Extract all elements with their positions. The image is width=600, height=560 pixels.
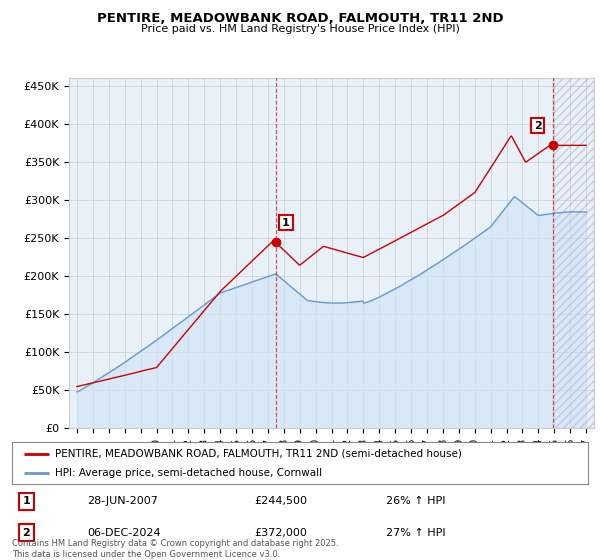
- Text: 06-DEC-2024: 06-DEC-2024: [87, 528, 161, 538]
- Text: 1: 1: [282, 218, 290, 227]
- Text: 1: 1: [23, 496, 30, 506]
- Text: 26% ↑ HPI: 26% ↑ HPI: [386, 496, 446, 506]
- Text: 2: 2: [534, 120, 542, 130]
- Text: 27% ↑ HPI: 27% ↑ HPI: [386, 528, 446, 538]
- Text: £244,500: £244,500: [254, 496, 307, 506]
- Text: HPI: Average price, semi-detached house, Cornwall: HPI: Average price, semi-detached house,…: [55, 468, 322, 478]
- Text: Contains HM Land Registry data © Crown copyright and database right 2025.
This d: Contains HM Land Registry data © Crown c…: [12, 539, 338, 559]
- Text: 28-JUN-2007: 28-JUN-2007: [87, 496, 158, 506]
- Text: PENTIRE, MEADOWBANK ROAD, FALMOUTH, TR11 2ND: PENTIRE, MEADOWBANK ROAD, FALMOUTH, TR11…: [97, 12, 503, 25]
- Text: Price paid vs. HM Land Registry's House Price Index (HPI): Price paid vs. HM Land Registry's House …: [140, 24, 460, 34]
- Text: 2: 2: [23, 528, 30, 538]
- Text: £372,000: £372,000: [254, 528, 307, 538]
- Text: PENTIRE, MEADOWBANK ROAD, FALMOUTH, TR11 2ND (semi-detached house): PENTIRE, MEADOWBANK ROAD, FALMOUTH, TR11…: [55, 449, 462, 459]
